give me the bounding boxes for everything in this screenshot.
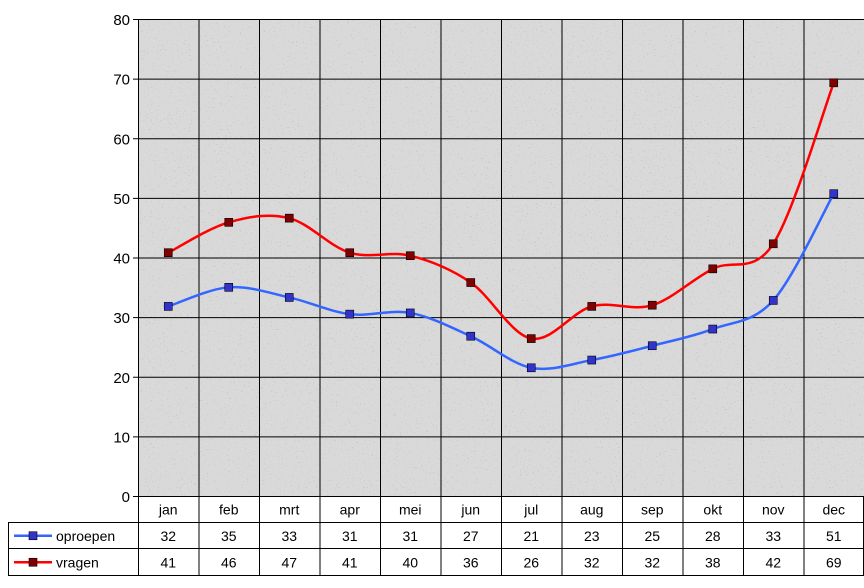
y-tick-label: 50 [113,191,130,208]
data-label: 32 [584,554,600,570]
data-label: 23 [584,528,600,544]
data-point-oproepen [163,302,173,311]
y-tick-label: 40 [113,251,130,268]
data-point-vragen [647,300,657,310]
y-tick-label: 70 [113,72,130,89]
data-label: 31 [342,528,358,544]
data-point-oproepen [405,308,415,318]
data-point-oproepen [224,283,234,292]
data-label: 42 [765,554,781,570]
x-category-label: sep [641,501,664,517]
x-category-label: jun [460,501,480,517]
y-tick-label: 10 [113,429,130,446]
data-point-oproepen [345,309,355,319]
data-label: 35 [221,528,237,544]
y-tick-label: 60 [113,131,130,148]
legend-label: oproepen [56,528,115,544]
data-label: 28 [705,528,721,544]
data-label: 26 [523,554,539,570]
data-label: 36 [463,554,479,570]
data-label: 31 [402,528,418,544]
data-point-oproepen [526,363,536,373]
data-point-vragen [829,78,839,88]
legend-key-marker-vragen [28,557,38,567]
data-label: 33 [765,528,781,544]
x-category-label: mei [399,501,422,517]
x-category-label: jul [523,501,538,517]
data-point-oproepen [829,189,839,199]
data-label: 27 [463,528,479,544]
data-point-vragen [526,334,536,343]
grid-lines [138,19,864,496]
data-label: 40 [402,554,418,570]
data-label: 69 [826,554,842,570]
x-category-label: apr [340,501,361,517]
data-label: 51 [826,528,842,544]
x-category-label: nov [762,501,785,517]
series-markers [163,78,839,373]
x-category-label: mrt [279,501,299,517]
data-point-vragen [768,239,778,249]
data-point-oproepen [708,324,718,334]
data-point-oproepen [284,293,294,302]
data-label: 46 [221,554,237,570]
y-tick-label: 80 [113,12,130,29]
x-category-label: feb [219,501,239,517]
data-label: 32 [644,554,660,570]
data-label: 38 [705,554,721,570]
data-point-vragen [708,264,718,274]
data-point-vragen [224,218,234,227]
data-point-vragen [587,302,597,311]
data-label: 41 [342,554,358,570]
data-label: 32 [160,528,176,544]
data-point-vragen [466,278,476,287]
x-category-label: dec [822,501,845,517]
data-point-vragen [345,248,355,258]
data-point-oproepen [768,296,778,305]
x-category-label: okt [703,501,722,517]
y-tick-label: 20 [113,370,130,387]
x-category-label: aug [580,501,603,517]
legend-key-marker-oproepen [28,531,38,541]
data-point-vragen [163,248,173,258]
data-point-vragen [284,213,294,223]
data-point-vragen [405,251,415,261]
data-point-oproepen [466,331,476,341]
data-label: 33 [281,528,297,544]
data-label: 25 [644,528,660,544]
legend-label: vragen [56,554,99,570]
y-tick-label: 0 [122,489,130,506]
data-label: 41 [160,554,176,570]
y-axis: 0 10 20 30 40 50 60 70 80 [113,12,139,506]
y-tick-label: 30 [113,310,130,327]
data-table: jan feb mrt apr mei jun jul aug sep okt nov dec opro… [8,496,864,576]
data-point-oproepen [647,341,657,351]
x-category-label: jan [158,501,178,517]
data-label: 21 [523,528,539,544]
data-point-oproepen [587,355,597,365]
data-label: 47 [281,554,297,570]
